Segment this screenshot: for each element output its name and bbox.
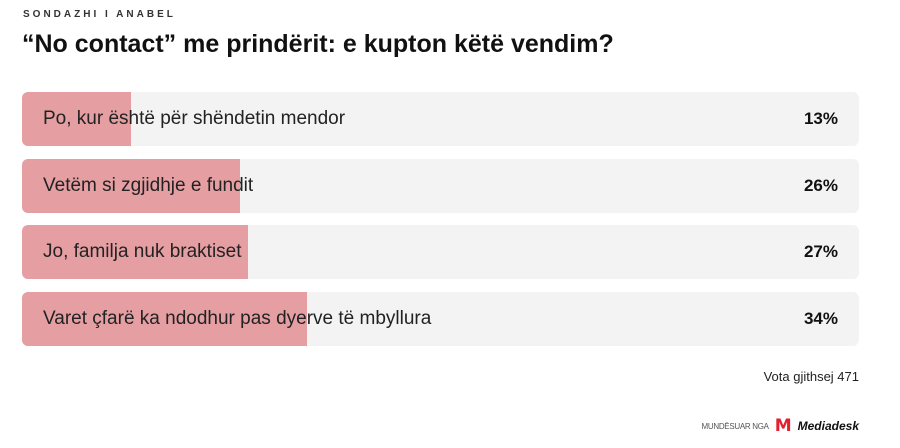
- option-label: Jo, familja nuk braktiset: [43, 241, 242, 262]
- result-bar: [22, 92, 131, 146]
- poll-title: “No contact” me prindërit: e kupton këtë…: [22, 30, 614, 58]
- poll-option[interactable]: Vetëm si zgjidhje e fundit 26%: [22, 159, 859, 213]
- poll-option[interactable]: Po, kur është për shëndetin mendor 13%: [22, 92, 859, 146]
- option-percent: 13%: [803, 109, 838, 128]
- option-label: Po, kur është për shëndetin mendor: [43, 108, 346, 129]
- option-label: Vetëm si zgjidhje e fundit: [43, 175, 254, 196]
- option-percent: 34%: [803, 309, 838, 328]
- option-label: Varet çfarë ka ndodhur pas dyerve të mby…: [43, 308, 432, 329]
- mediadesk-logo-icon: M: [774, 416, 792, 436]
- total-votes: Vota gjithsej 471: [763, 369, 859, 384]
- powered-by: MUNDËSUAR NGA M Mediadesk: [702, 416, 860, 436]
- result-bar: [22, 292, 307, 346]
- poll-kicker: SONDAZHI I ANABEL: [23, 9, 176, 20]
- result-bar: [22, 225, 248, 279]
- poll-option[interactable]: Varet çfarë ka ndodhur pas dyerve të mby…: [22, 292, 859, 346]
- result-bar: [22, 159, 240, 213]
- option-percent: 26%: [803, 176, 838, 195]
- poll-option[interactable]: Jo, familja nuk braktiset 27%: [22, 225, 859, 279]
- powered-by-label: MUNDËSUAR NGA: [701, 421, 770, 431]
- brand-name[interactable]: Mediadesk: [797, 419, 859, 433]
- option-percent: 27%: [803, 242, 838, 261]
